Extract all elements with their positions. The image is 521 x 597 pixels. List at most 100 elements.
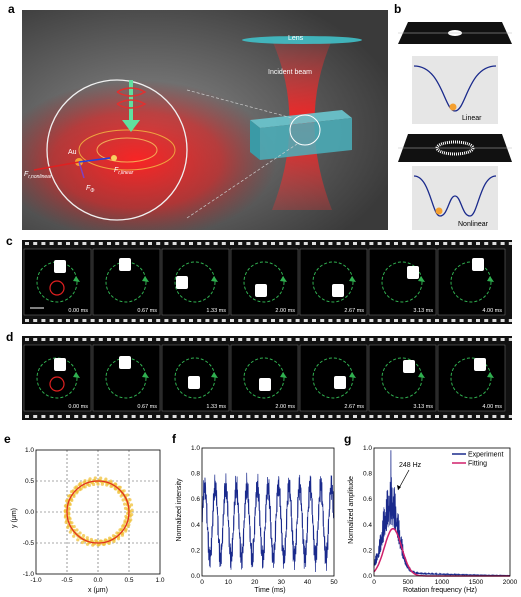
e-xtick-label: 0.0: [93, 577, 102, 584]
orbit-arrowhead: [487, 276, 494, 282]
sprocket-hole: [41, 415, 46, 418]
incident-beam-label: Incident beam: [268, 69, 312, 76]
orbit-arrowhead: [73, 276, 80, 282]
sprocket-hole: [213, 415, 218, 418]
sprocket-hole: [230, 415, 234, 418]
particle-blob: [176, 276, 188, 289]
panel-f-chart: Normalized intensity Time (ms) 0 10 20 30 40…: [176, 445, 338, 594]
particle-blob: [119, 258, 131, 271]
sprocket-hole: [312, 242, 316, 245]
g-xtick-label: 2000: [503, 579, 518, 586]
sprocket-hole: [451, 242, 456, 245]
sprocket-hole: [353, 415, 357, 418]
sprocket-hole: [435, 319, 439, 322]
sprocket-hole: [49, 338, 54, 341]
particle-blob: [474, 358, 486, 371]
frame-time: 0.67 ms: [137, 308, 157, 314]
sprocket-hole: [295, 338, 300, 341]
sprocket-hole: [402, 242, 407, 245]
e-xtick-label: -1.0: [30, 577, 42, 584]
sprocket-hole: [139, 319, 144, 322]
e-xtick-label: -0.5: [61, 577, 73, 584]
sprocket-hole: [82, 338, 87, 341]
sprocket-hole: [107, 338, 111, 341]
orbit-dashed-circle: [312, 261, 354, 303]
sprocket-hole: [271, 338, 275, 341]
sprocket-hole: [410, 242, 415, 245]
orbit-arrowhead: [142, 372, 149, 378]
sprocket-hole: [189, 415, 193, 418]
sprocket-hole: [500, 415, 505, 418]
e-data-point: [99, 476, 103, 480]
panel-letter-e: e: [4, 432, 11, 446]
frame-d-5: [368, 344, 437, 412]
sprocket-hole: [451, 415, 456, 418]
sprocket-hole: [336, 242, 341, 245]
f-xtick-label: 0: [200, 579, 204, 586]
sprocket-hole: [139, 338, 144, 341]
sprocket-hole: [98, 319, 103, 322]
sprocket-hole: [369, 242, 374, 245]
sprocket-hole: [74, 338, 79, 341]
sprocket-hole: [25, 338, 29, 341]
frame-time: 4.00 ms: [482, 308, 502, 314]
orbit-outer: [78, 129, 176, 171]
sprocket-hole: [328, 319, 333, 322]
sprocket-hole: [49, 319, 54, 322]
sprocket-hole: [295, 319, 300, 322]
lens-label: Lens: [288, 35, 304, 42]
e-ylabel: y (μm): [11, 508, 18, 528]
frame-c-0: [23, 248, 92, 316]
sprocket-hole: [328, 338, 333, 341]
orbit-arrowhead: [280, 372, 287, 378]
force-nonlinear-label: Fr,nonlinear: [24, 171, 52, 180]
sprocket-hole: [484, 338, 489, 341]
orbit-arrowhead: [349, 276, 356, 282]
sprocket-hole: [90, 319, 95, 322]
sprocket-hole: [238, 415, 243, 418]
sprocket-hole: [74, 242, 79, 245]
sprocket-hole: [484, 415, 489, 418]
particle-blob: [407, 266, 419, 279]
sprocket-hole: [377, 319, 382, 322]
sprocket-hole: [410, 415, 415, 418]
sprocket-hole: [98, 338, 103, 341]
sprocket-hole: [189, 319, 193, 322]
g-annotation: 248 Hz: [399, 462, 422, 469]
g-legend-fitting: Fitting: [468, 461, 487, 468]
sprocket-hole: [156, 242, 161, 245]
sprocket-hole: [361, 338, 366, 341]
panel-e-chart: y (μm) x (μm) -1.0 -0.5 0.0 0.5 1.0 1.0 0.5 0.0…: [11, 447, 165, 594]
e-data-point: [130, 513, 134, 517]
sprocket-hole: [426, 415, 431, 418]
sprocket-hole: [90, 242, 95, 245]
linear-potential-box: [412, 56, 498, 124]
sprocket-hole: [131, 338, 136, 341]
sprocket-hole: [172, 338, 177, 341]
sprocket-hole: [107, 415, 111, 418]
frame-c-5: [368, 248, 437, 316]
red-marker-circle: [49, 280, 65, 296]
orbit-arrowhead: [487, 372, 494, 378]
sprocket-hole: [197, 319, 202, 322]
sprocket-hole: [443, 319, 448, 322]
sprocket-hole: [156, 338, 161, 341]
sprocket-hole: [312, 338, 316, 341]
e-data-point: [127, 523, 131, 527]
sprocket-hole: [377, 338, 382, 341]
panel-letter-b: b: [394, 2, 402, 16]
orbit-dashed-circle: [105, 261, 147, 303]
zoom-line-top: [186, 89, 293, 119]
e-data-point: [81, 485, 86, 489]
sprocket-hole: [271, 415, 275, 418]
sprocket-hole: [402, 338, 407, 341]
orbit-arrowhead: [73, 372, 80, 378]
sprocket-hole: [57, 338, 62, 341]
e-data-point: [93, 476, 97, 480]
sprocket-hole: [435, 415, 439, 418]
e-data-point: [122, 523, 126, 527]
e-data-point: [123, 519, 127, 523]
sprocket-hole: [148, 242, 152, 245]
sprocket-hole: [500, 338, 505, 341]
sprocket-hole: [25, 242, 29, 245]
